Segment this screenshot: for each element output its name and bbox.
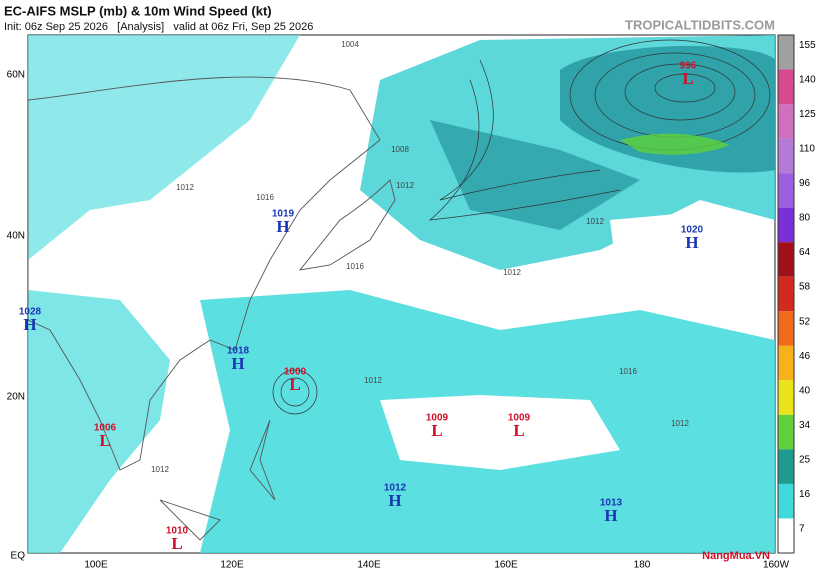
colorbar-segment — [778, 380, 794, 415]
colorbar-label: 40 — [799, 385, 811, 396]
coastline — [159, 419, 276, 541]
calm-area — [380, 395, 620, 470]
colorbar-label: 34 — [799, 420, 811, 431]
title: EC-AIFS MSLP (mb) & 10m Wind Speed (kt) — [4, 3, 272, 18]
pressure-center: H — [604, 506, 617, 525]
colorbar-segment — [778, 207, 794, 243]
coastline — [298, 179, 396, 271]
isobar-label: 1004 — [341, 40, 359, 49]
lon-label: 180 — [634, 560, 651, 571]
pressure-center: H — [388, 491, 401, 510]
colorbar-label: 7 — [799, 523, 805, 534]
colorbar-segment — [778, 173, 794, 208]
subtitle: Init: 06z Sep 25 2026 [Analysis] valid a… — [4, 21, 313, 33]
colorbar-segment — [778, 518, 794, 553]
isobar-label: 1016 — [346, 262, 364, 271]
colorbar-segment — [778, 449, 794, 484]
pressure-value: 1012 — [384, 483, 407, 494]
colorbar-label: 46 — [799, 351, 811, 362]
pressure-center: H — [23, 315, 36, 334]
site-name: TROPICALTIDBITS.COM — [625, 17, 775, 32]
coastline — [28, 76, 381, 471]
lon-label: 100E — [84, 560, 108, 571]
colorbar-label: 52 — [799, 316, 811, 327]
colorbar-label: 96 — [799, 178, 811, 189]
pressure-value: 1013 — [600, 498, 623, 509]
lon-label: 160E — [494, 560, 518, 571]
pressure-center: L — [289, 375, 300, 394]
colorbar-label: 25 — [799, 454, 811, 465]
colorbar-label: 16 — [799, 489, 811, 500]
colorbar-label: 140 — [799, 75, 816, 86]
pressure-value: 1006 — [94, 423, 117, 434]
pressure-value: 1018 — [227, 346, 250, 357]
colorbar-segment — [778, 69, 794, 105]
isobar-label: 1016 — [619, 367, 637, 376]
isobar-label: 1012 — [151, 465, 169, 474]
colorbar-label: 64 — [799, 247, 811, 258]
isobar-label: 1008 — [391, 145, 409, 154]
pressure-center: H — [231, 354, 244, 373]
pressure-center: L — [171, 534, 182, 553]
pressure-value: 996 — [680, 61, 697, 72]
pressure-value: 1028 — [19, 307, 42, 318]
colorbar-segment — [778, 276, 794, 312]
colorbar-segment — [778, 345, 794, 381]
pressure-value: 1000 — [284, 367, 307, 378]
pressure-center: L — [513, 421, 524, 440]
colorbar-label: 125 — [799, 109, 816, 120]
isobar-label: 1012 — [364, 376, 382, 385]
colorbar-segment — [778, 483, 794, 519]
pressure-center: L — [99, 431, 110, 450]
pressure-center: H — [685, 233, 698, 252]
lon-label: 140E — [357, 560, 381, 571]
calm-area — [610, 210, 770, 320]
colorbar-segment — [778, 414, 794, 450]
lat-label: EQ — [11, 551, 26, 562]
isobar-label: 1012 — [586, 217, 604, 226]
lon-label: 120E — [220, 560, 244, 571]
lon-label: 160W — [763, 560, 790, 571]
watermark: NangMua.VN — [702, 550, 770, 562]
colorbar-segment — [778, 242, 794, 277]
pressure-value: 1010 — [166, 526, 189, 537]
isobar-label: 1012 — [671, 419, 689, 428]
isobar-label: 1016 — [256, 193, 274, 202]
pressure-center: L — [682, 69, 693, 88]
pressure-center: H — [276, 217, 289, 236]
isobar-label: 1012 — [176, 183, 194, 192]
isobar-label: 1012 — [396, 181, 414, 190]
colorbar-label: 155 — [799, 40, 816, 51]
colorbar-label: 110 — [799, 144, 815, 155]
pressure-value: 1020 — [681, 225, 704, 236]
isobar-label: 1012 — [503, 268, 521, 277]
lat-label: 40N — [7, 231, 25, 242]
colorbar-segment — [778, 138, 794, 174]
map — [27, 34, 776, 554]
pressure-value: 1019 — [272, 209, 295, 220]
lat-label: 60N — [7, 70, 25, 81]
pressure-center: L — [431, 421, 442, 440]
colorbar-segment — [778, 104, 794, 139]
pressure-value: 1009 — [508, 413, 531, 424]
colorbar-segment — [778, 311, 794, 346]
colorbar-label: 58 — [799, 282, 811, 293]
pressure-value: 1009 — [426, 413, 449, 424]
wind-shading — [430, 120, 640, 230]
colorbar-segment — [778, 35, 794, 70]
wind-shading — [28, 290, 170, 553]
colorbar-label: 80 — [799, 213, 811, 224]
lat-label: 20N — [7, 392, 25, 403]
colorbar-frame — [777, 34, 795, 554]
